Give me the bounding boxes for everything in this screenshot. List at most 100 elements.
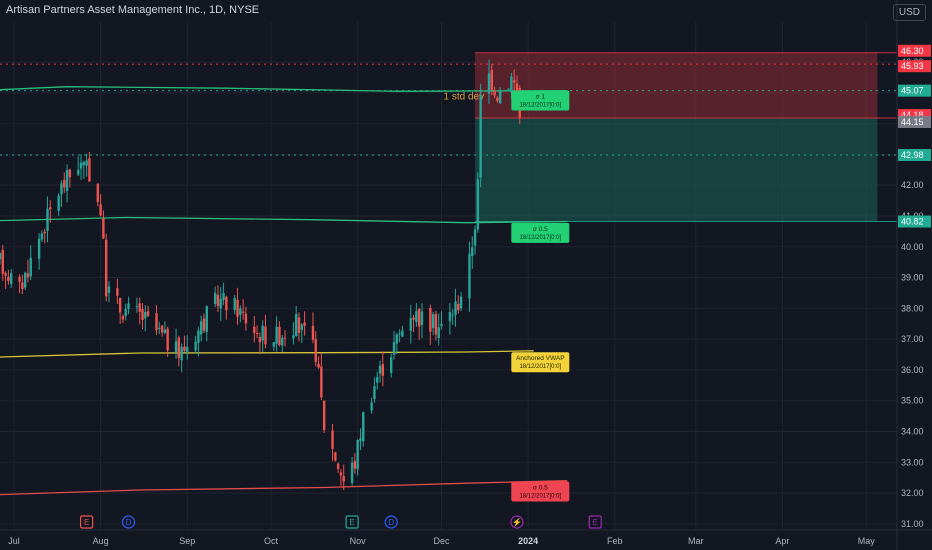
candle-body <box>336 463 340 470</box>
candle-body <box>454 301 457 315</box>
candle-body <box>356 440 359 470</box>
event-marker[interactable]: E <box>80 515 94 529</box>
candle-body <box>390 357 393 373</box>
candle-body <box>297 317 301 333</box>
candle-body <box>376 377 379 383</box>
candle-body <box>43 231 46 234</box>
time-tick-label: Feb <box>607 536 623 546</box>
candle-body <box>0 253 2 260</box>
candle-body <box>174 341 178 353</box>
currency-button[interactable]: USD <box>892 4 926 21</box>
candle-body <box>487 73 491 94</box>
candle-body <box>163 329 167 333</box>
candle-body <box>199 321 203 335</box>
tag-box <box>511 352 570 373</box>
candle-body <box>225 296 228 311</box>
candle-body <box>392 342 396 355</box>
candle-body <box>155 313 158 331</box>
candle-body <box>378 365 382 374</box>
price-axis[interactable]: 31.00 32.00 33.00 34.00 35.00 36.00 37.00 38.00… <box>896 0 932 550</box>
candle-body <box>158 327 161 329</box>
candle-body <box>219 298 222 309</box>
event-marker-label: E <box>349 518 354 527</box>
candle-body <box>244 313 248 324</box>
candle-body <box>401 330 404 337</box>
candle-body <box>359 438 362 442</box>
candle-body <box>138 303 141 312</box>
event-marker[interactable]: E <box>345 515 359 529</box>
candle-body <box>275 326 278 344</box>
time-tick-label: 2024 <box>518 536 538 546</box>
time-axis[interactable]: Jul Aug Sep Oct Nov Dec 2024 Feb Mar Apr May <box>0 529 932 546</box>
candle-body <box>258 337 262 343</box>
candle-body <box>82 162 86 166</box>
candle-body <box>342 476 345 482</box>
event-markers[interactable]: E D E D ⚡ E <box>80 515 602 529</box>
take-profit-zone <box>475 118 878 222</box>
candle-body <box>99 204 102 216</box>
candle-body <box>40 233 44 240</box>
candle-body <box>233 298 236 311</box>
vwap-half-line <box>0 216 568 224</box>
candle-body <box>350 462 354 483</box>
candle-body <box>476 179 480 230</box>
time-tick-label: Dec <box>434 536 451 546</box>
price-level-label: 40.82 <box>901 217 924 227</box>
candle-body <box>46 208 49 231</box>
price-level-badge <box>898 44 931 57</box>
price-level-label: 42.98 <box>901 150 924 160</box>
candle-body <box>60 183 63 195</box>
candle-body <box>440 323 443 327</box>
candle-body <box>417 308 421 327</box>
vwap-main-line <box>0 86 568 92</box>
candle-body <box>353 461 357 469</box>
price-tick-label: 42.00 <box>901 180 924 190</box>
candle-body <box>49 207 52 210</box>
candle-body <box>26 273 30 278</box>
candle-body <box>395 334 399 344</box>
time-tick-label: Mar <box>688 536 704 546</box>
candle-body <box>253 326 256 333</box>
candle-body <box>146 311 150 317</box>
price-level-label: 45.93 <box>901 61 924 71</box>
candle-body <box>278 326 281 345</box>
price-tick-label: 37.00 <box>901 334 924 344</box>
candle-body <box>23 272 27 288</box>
candle-body <box>121 316 125 320</box>
price-level-badge <box>898 115 931 128</box>
candle-body <box>222 293 225 301</box>
candle-body <box>459 296 463 309</box>
candle-body <box>194 341 197 351</box>
indicator-tags: σ 1 18/12/2017[0:0] σ 0.5 18/12/2017[0:0] An… <box>511 90 570 502</box>
event-marker[interactable]: D <box>384 515 398 529</box>
candle-body <box>451 315 454 317</box>
candle-body <box>241 311 245 313</box>
candle-body <box>216 294 220 306</box>
candle-body <box>303 322 306 327</box>
candle-body <box>339 472 343 476</box>
candle-body <box>177 337 181 358</box>
price-tick-label: 31.00 <box>901 519 924 529</box>
tag-box <box>511 222 570 243</box>
candle-body <box>496 97 499 102</box>
event-marker[interactable]: ⚡ <box>510 515 524 529</box>
event-marker-label: E <box>84 518 89 527</box>
candlestick-series <box>0 59 521 491</box>
candle-body <box>479 94 482 178</box>
candle-body <box>197 330 200 343</box>
candle-body <box>57 195 60 211</box>
time-tick-label: Apr <box>775 536 789 546</box>
candle-body <box>370 402 373 411</box>
candle-body <box>107 286 111 293</box>
candle-body <box>412 317 415 320</box>
candle-body <box>264 326 267 345</box>
candle-body <box>457 303 460 311</box>
event-marker[interactable]: E <box>588 515 602 529</box>
time-tick-label: Aug <box>93 536 109 546</box>
candle-body <box>102 218 105 239</box>
event-marker[interactable]: D <box>121 515 136 529</box>
event-marker-shape <box>121 515 136 529</box>
tag-subtitle: 18/12/2017[0:0] <box>519 364 561 370</box>
event-marker-label: E <box>593 518 598 527</box>
